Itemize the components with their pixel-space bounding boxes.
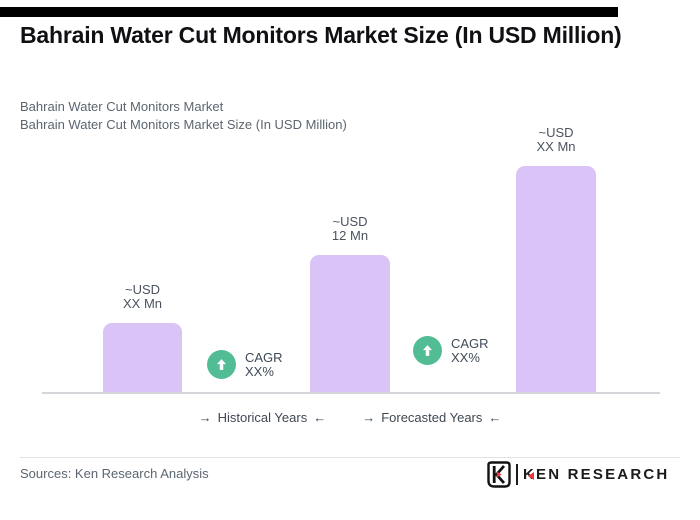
cagr-value: XX% [245, 364, 274, 379]
bar-value-line-1: ~USD [124, 282, 161, 297]
legend-historical-years: → Historical Years ← [199, 410, 327, 425]
bar-value-label: ~USD XX Mn [123, 283, 162, 311]
bar-value-label: ~USD 12 Mn [332, 215, 368, 243]
up-arrow-icon [413, 336, 442, 365]
page-title: Bahrain Water Cut Monitors Market Size (… [20, 22, 622, 48]
cagr-label: CAGR XX% [451, 336, 489, 365]
footer-divider [20, 457, 680, 458]
logo-red-accent-icon [528, 472, 534, 480]
cagr-badge-forecast: CAGR XX% [413, 336, 489, 365]
bar-value-line-2: XX Mn [122, 296, 163, 311]
cagr-label: CAGR XX% [245, 350, 283, 379]
legend-forecasted-years: → Forecasted Years ← [362, 410, 501, 425]
cagr-word: CAGR [245, 350, 283, 365]
logo-wordmark-text: KEN RESEARCH [523, 466, 670, 483]
bar-value-label: ~USD XX Mn [536, 126, 575, 154]
x-axis-baseline [42, 392, 660, 394]
cagr-value: XX% [451, 350, 480, 365]
bar-base-year [310, 255, 390, 393]
left-arrow-icon: ← [488, 410, 502, 425]
subtitle-line-1: Bahrain Water Cut Monitors Market [20, 99, 224, 114]
bar-group-historical: ~USD XX Mn [103, 283, 182, 393]
left-arrow-icon: ← [313, 410, 327, 425]
bar-historical [103, 323, 182, 393]
logo-wordmark: KEN RESEARCH [523, 466, 669, 483]
sources-note: Sources: Ken Research Analysis [20, 466, 209, 481]
right-arrow-icon: → [362, 410, 376, 425]
bar-group-base-year: ~USD 12 Mn [310, 215, 390, 393]
chart-subtitle: Bahrain Water Cut Monitors Market Bahrai… [20, 98, 347, 134]
up-arrow-icon [207, 350, 236, 379]
cagr-word: CAGR [451, 336, 489, 351]
bar-value-line-2: 12 Mn [331, 228, 369, 243]
bar-group-forecast: ~USD XX Mn [516, 126, 596, 393]
legend-label: Forecasted Years [381, 410, 483, 425]
axis-legend: → Historical Years ← → Forecasted Years … [0, 410, 700, 425]
bar-forecast [516, 166, 596, 393]
ken-research-k-icon [487, 461, 511, 488]
logo-separator [516, 464, 518, 485]
top-black-accent-bar [0, 7, 618, 17]
subtitle-line-2: Bahrain Water Cut Monitors Market Size (… [20, 117, 347, 132]
cagr-badge-historical: CAGR XX% [207, 350, 283, 379]
bar-value-line-2: XX Mn [536, 139, 576, 154]
bar-value-line-1: ~USD [538, 125, 574, 140]
ken-research-logo: KEN RESEARCH [487, 461, 669, 488]
bar-value-line-1: ~USD [332, 214, 368, 229]
right-arrow-icon: → [198, 410, 212, 425]
legend-label: Historical Years [217, 410, 308, 425]
